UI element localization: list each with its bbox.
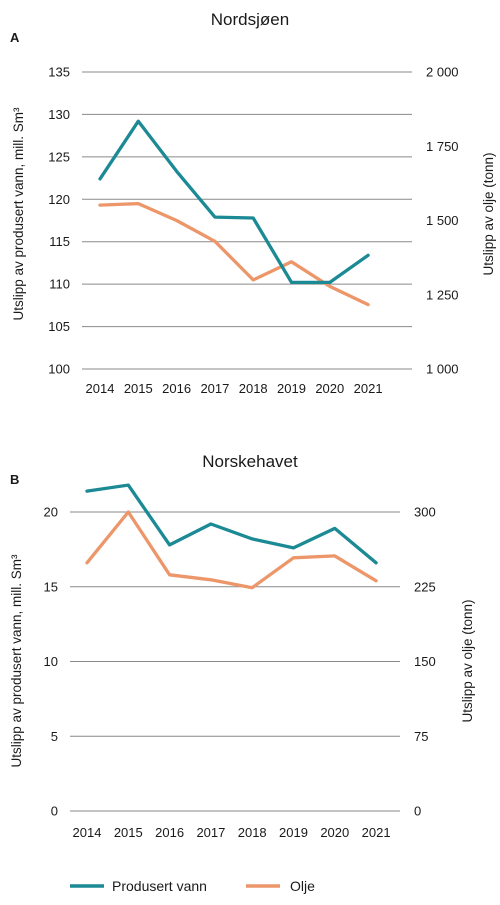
chart-panel-b: Norskehavet B Utslipp av produsert vann,… — [9, 452, 475, 840]
panel-a-series-produsert-vann-line — [98, 119, 370, 285]
panel-b-x-tick-label: 2019 — [279, 825, 308, 840]
panel-a-x-tick-label: 2020 — [315, 381, 344, 396]
panel-b-x-tick-label: 2018 — [238, 825, 267, 840]
panel-a-title: Nordsjøen — [211, 10, 289, 29]
panel-a-x-tick-label: 2016 — [162, 381, 191, 396]
panel-a-x-tick-label: 2021 — [354, 381, 383, 396]
panel-a-right-tick-label: 1 500 — [426, 213, 459, 228]
panel-b-x-tick-label: 2015 — [114, 825, 143, 840]
panel-a-left-tick-label: 120 — [48, 192, 70, 207]
panel-b-letter: B — [10, 472, 19, 487]
panel-b-left-tick-label: 0 — [51, 804, 58, 819]
panel-b-left-tick-label: 15 — [44, 579, 58, 594]
panel-a-right-tick-label: 1 250 — [426, 287, 459, 302]
panel-b-x-tick-label: 2014 — [73, 825, 102, 840]
panel-a-x-tick-label: 2017 — [200, 381, 229, 396]
chart-panel-a: Nordsjøen A Utslipp av produsert vann, m… — [10, 10, 496, 396]
panel-b-title: Norskehavet — [202, 452, 298, 471]
panel-b-x-tick-label: 2021 — [362, 825, 391, 840]
panel-b-right-tick-label: 0 — [414, 804, 421, 819]
panel-a-letter: A — [10, 30, 20, 45]
legend-water-label: Produsert vann — [112, 878, 207, 894]
panel-b-right-tick-label: 300 — [414, 505, 436, 520]
panel-b-x-tick-label: 2017 — [196, 825, 225, 840]
panel-b-right-axis-label: Utslipp av olje (tonn) — [460, 599, 475, 722]
panel-a-left-tick-label: 125 — [48, 149, 70, 164]
panel-b-right-tick-label: 75 — [414, 729, 428, 744]
panel-a-left-tick-label: 105 — [48, 319, 70, 334]
panel-b-marks: 0 5 10 15 20 0 75 150 225 300 2014 2015 2016 2017 2018… — [44, 483, 436, 840]
panel-a-x-tick-label: 2018 — [239, 381, 268, 396]
panel-b-x-tick-label: 2016 — [155, 825, 184, 840]
panel-b-left-axis-label: Utslipp av produsert vann, mill. Sm³ — [9, 554, 24, 768]
panel-a-x-tick-label: 2019 — [277, 381, 306, 396]
panel-a-right-tick-label: 2 000 — [426, 65, 459, 80]
panel-a-x-tick-label: 2014 — [86, 381, 115, 396]
panel-a-marks: 100 105 110 115 120 125 130 135 1 000 1 250 1 500 1… — [48, 65, 458, 397]
panel-b-series-produsert-vann-line — [85, 483, 378, 565]
panel-a-x-tick-label: 2015 — [124, 381, 153, 396]
panel-b-right-tick-label: 150 — [414, 654, 436, 669]
panel-b-right-tick-label: 225 — [414, 579, 436, 594]
panel-a-right-axis-label: Utslipp av olje (tonn) — [481, 152, 496, 275]
panel-a-left-tick-label: 115 — [49, 234, 70, 249]
panel-a-left-tick-label: 110 — [49, 277, 70, 292]
panel-b-series-olje-line — [85, 510, 378, 590]
panel-b-x-tick-label: 2020 — [320, 825, 349, 840]
legend: Produsert vann Olje — [70, 878, 315, 894]
panel-a-left-axis-label: Utslipp av produsert vann, mill. Sm³ — [11, 107, 26, 321]
panel-b-left-tick-label: 20 — [44, 505, 58, 520]
panel-a-left-tick-label: 135 — [48, 65, 70, 80]
panel-a-right-tick-label: 1 750 — [426, 139, 459, 154]
panel-a-left-tick-label: 130 — [48, 107, 70, 122]
panel-a-left-tick-label: 100 — [48, 362, 70, 377]
panel-a-right-tick-label: 1 000 — [426, 362, 459, 377]
legend-oil-label: Olje — [290, 878, 315, 894]
panel-b-left-tick-label: 5 — [51, 729, 58, 744]
panel-b-left-tick-label: 10 — [44, 654, 58, 669]
